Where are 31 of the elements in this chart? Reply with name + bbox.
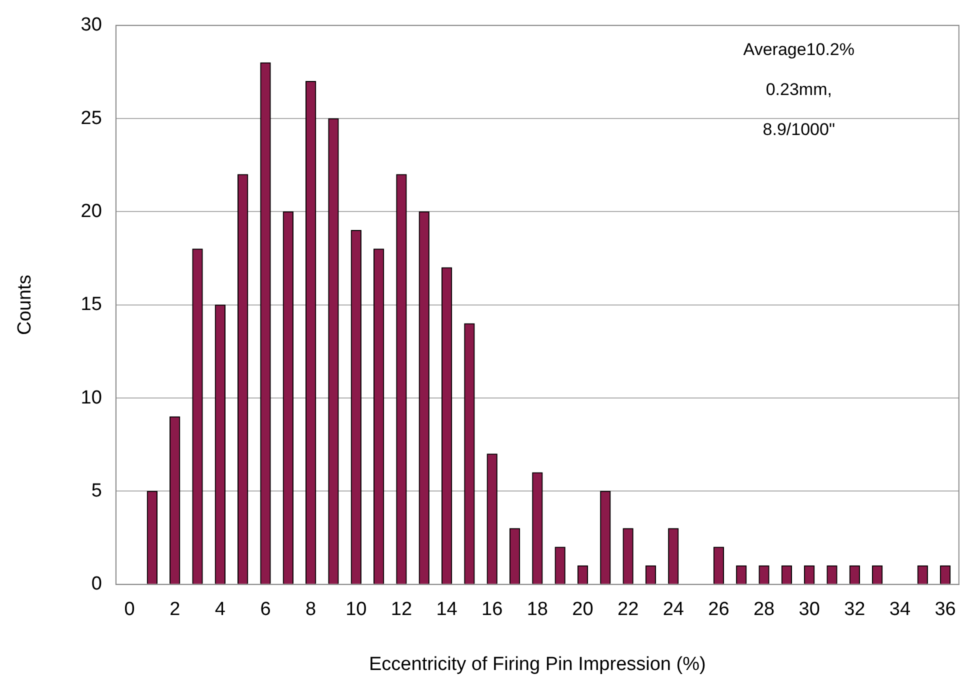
y-tick-label: 10 (80, 387, 102, 408)
annotation: Average10.2% (743, 40, 855, 60)
x-tick-label: 8 (306, 599, 316, 620)
x-tick-label: 14 (436, 599, 458, 620)
x-tick-label: 18 (526, 599, 548, 620)
x-tick-label: 0 (124, 599, 135, 620)
x-tick-label: 10 (346, 599, 367, 620)
y-tick-label: 20 (80, 200, 102, 222)
x-tick-label: 16 (482, 599, 503, 620)
x-tick-label: 30 (798, 599, 820, 620)
x-tick-label: 24 (662, 599, 684, 620)
y-tick-label: 25 (80, 108, 102, 129)
x-tick-label: 22 (617, 599, 639, 620)
x-tick-label: 4 (214, 599, 226, 620)
x-axis-title: Eccentricity of Firing Pin Impression (%) (369, 654, 706, 675)
x-tick-label: 36 (934, 599, 956, 620)
x-tick-label: 32 (844, 599, 866, 620)
y-tick-label: 30 (80, 14, 102, 36)
annotation: 8.9/1000" (762, 120, 836, 140)
x-tick-label: 20 (572, 599, 594, 620)
x-tick-label: 34 (889, 599, 911, 620)
y-tick-label: 5 (91, 480, 102, 502)
x-tick-label: 12 (390, 599, 412, 620)
y-axis-title: Counts (14, 274, 36, 335)
x-tick-label: 28 (753, 599, 775, 620)
x-tick-label: 2 (170, 599, 180, 620)
y-tick-label: 15 (80, 294, 102, 316)
annotation: 0.23mm, (766, 80, 832, 100)
y-tick-label: 0 (91, 574, 102, 595)
x-tick-label: 6 (260, 599, 271, 620)
x-tick-label: 26 (708, 599, 730, 620)
